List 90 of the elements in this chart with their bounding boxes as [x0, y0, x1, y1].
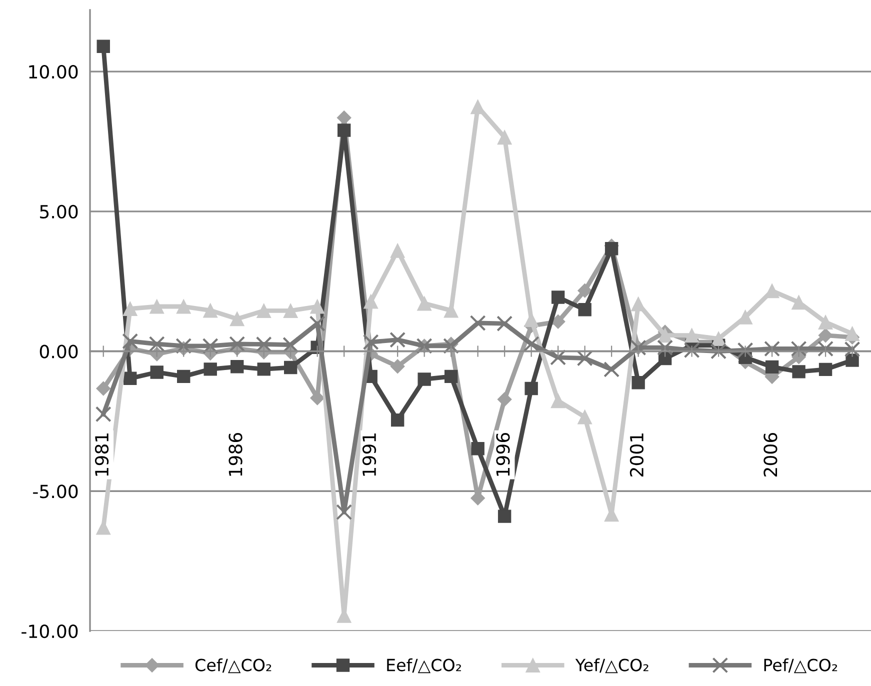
point	[844, 326, 860, 341]
x-tick-label: 2006	[764, 432, 778, 476]
legend-label: Pef/△CO₂	[764, 658, 838, 674]
y-tick-label: 5.00	[40, 204, 78, 219]
point	[364, 294, 378, 309]
point	[390, 332, 406, 348]
point	[632, 376, 645, 390]
point	[844, 341, 860, 358]
point	[390, 359, 405, 374]
point	[764, 340, 780, 357]
point	[604, 361, 620, 378]
point	[496, 316, 513, 332]
point	[470, 315, 486, 332]
legend-label: Yef/△CO₂	[575, 658, 648, 674]
point	[362, 334, 379, 350]
point	[310, 299, 325, 314]
point	[765, 360, 779, 374]
point	[176, 299, 191, 314]
point	[230, 360, 244, 374]
legend-label: Eef/△CO₂	[387, 658, 461, 674]
point	[738, 310, 753, 324]
point	[256, 336, 272, 352]
point	[202, 338, 218, 354]
point	[471, 442, 484, 456]
point	[711, 331, 726, 346]
point	[284, 360, 298, 374]
point	[818, 314, 833, 330]
point	[578, 302, 592, 316]
point	[657, 340, 674, 356]
point	[792, 365, 806, 378]
point	[818, 340, 834, 357]
point	[176, 338, 192, 354]
point	[229, 336, 246, 352]
x-tick-label: 2001	[630, 433, 644, 476]
point	[336, 504, 352, 520]
point	[150, 299, 164, 314]
point	[818, 362, 832, 376]
legend-label: Cef/△CO₂	[195, 658, 272, 674]
x-tick-label: 1996	[496, 432, 510, 476]
point	[604, 242, 618, 256]
point	[551, 290, 565, 304]
point	[790, 340, 807, 357]
point	[150, 366, 164, 379]
point	[230, 312, 244, 326]
point	[417, 296, 432, 311]
point	[122, 301, 138, 316]
point	[256, 303, 272, 318]
point	[390, 413, 404, 427]
point	[257, 362, 270, 376]
y-tick-label: -5.00	[33, 484, 78, 498]
point	[390, 243, 405, 258]
point	[282, 336, 299, 353]
point	[818, 328, 833, 343]
point	[710, 343, 727, 360]
x-tick-label: 1981	[94, 433, 109, 476]
point	[684, 328, 700, 343]
point	[444, 370, 458, 384]
point	[337, 124, 351, 137]
y-tick-label: -10.00	[22, 624, 78, 638]
point	[578, 410, 592, 424]
point	[497, 392, 512, 407]
x-tick-label: 1991	[362, 433, 376, 476]
point	[497, 130, 512, 145]
point	[737, 342, 754, 358]
point	[418, 372, 431, 386]
point	[177, 370, 190, 384]
y-tick-label: 0.00	[40, 344, 78, 358]
point	[576, 350, 593, 366]
point	[204, 362, 217, 376]
point	[684, 342, 700, 358]
point	[124, 372, 137, 386]
y-tick-label: 10.00	[29, 65, 78, 79]
point	[96, 40, 110, 53]
point	[122, 333, 138, 350]
point	[148, 336, 165, 352]
point	[578, 283, 592, 298]
point	[550, 393, 566, 408]
point	[523, 336, 540, 352]
point	[96, 381, 111, 396]
point	[791, 295, 806, 310]
point	[550, 349, 566, 366]
point	[524, 382, 538, 396]
point	[95, 406, 112, 422]
x-tick-label: 1986	[228, 432, 242, 476]
point	[498, 510, 512, 523]
point	[283, 303, 298, 318]
point	[203, 303, 218, 318]
point	[846, 354, 859, 367]
point	[309, 316, 326, 332]
point	[658, 328, 672, 343]
